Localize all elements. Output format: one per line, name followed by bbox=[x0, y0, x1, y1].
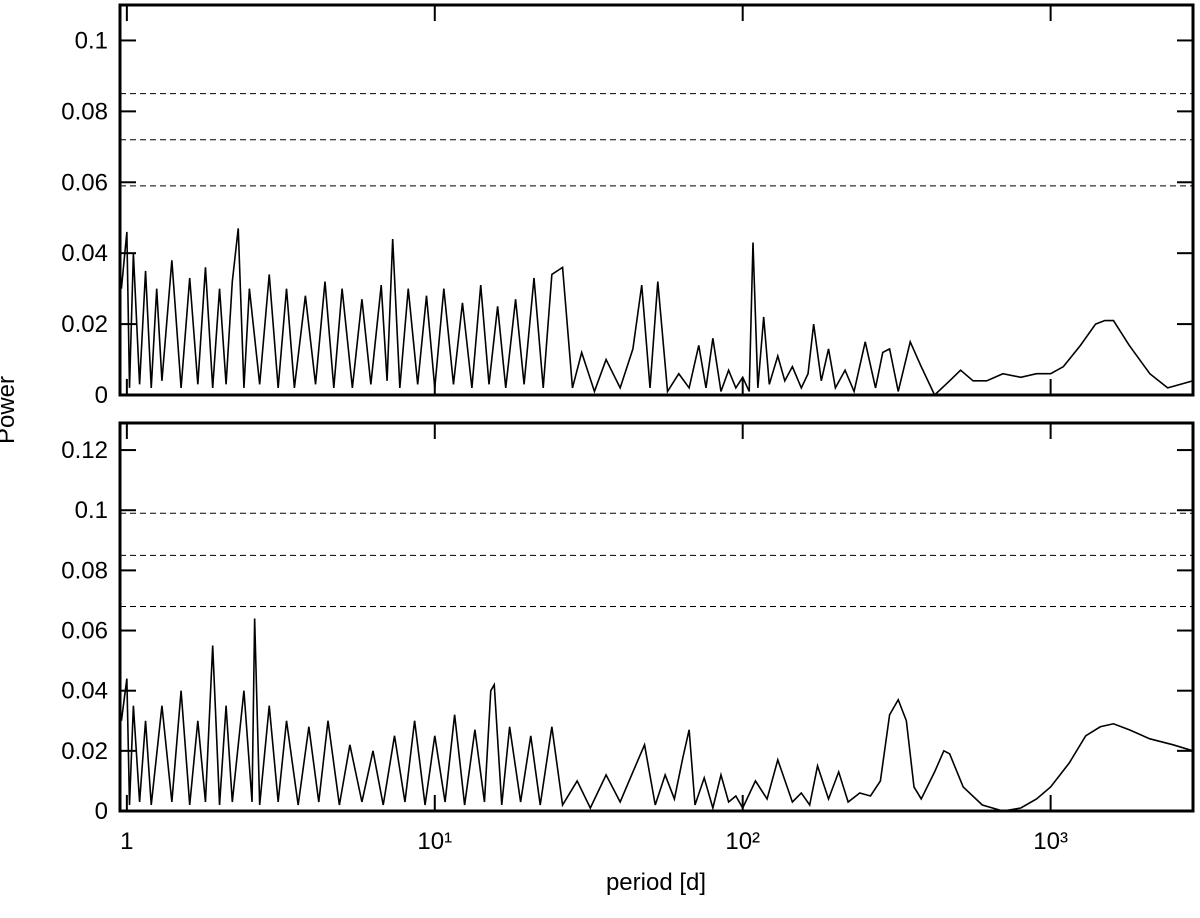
y-tick-label: 0.04 bbox=[61, 240, 108, 267]
plot-frame bbox=[118, 421, 1195, 813]
y-tick-label: 0 bbox=[95, 798, 108, 825]
y-tick-label: 0.1 bbox=[75, 497, 108, 524]
y-tick-label: 0 bbox=[95, 382, 108, 409]
y-tick-label: 0.1 bbox=[75, 27, 108, 54]
x-axis-label: period [d] bbox=[606, 869, 706, 896]
y-tick-label: 0.06 bbox=[61, 169, 108, 196]
plot-frame bbox=[118, 3, 1195, 397]
y-tick-label: 0.02 bbox=[61, 738, 108, 765]
y-tick-label: 0.04 bbox=[61, 678, 108, 705]
y-axis-label: Power bbox=[0, 376, 20, 444]
y-tick-label: 0.12 bbox=[61, 437, 108, 464]
x-tick-label: 10¹ bbox=[417, 828, 452, 855]
x-tick-label: 1 bbox=[120, 828, 133, 855]
y-tick-label: 0.06 bbox=[61, 618, 108, 645]
y-tick-label: 0.08 bbox=[61, 98, 108, 125]
x-tick-label: 10³ bbox=[1033, 828, 1068, 855]
x-tick-label: 10² bbox=[725, 828, 760, 855]
power-line bbox=[120, 228, 1193, 395]
y-tick-label: 0.08 bbox=[61, 557, 108, 584]
y-tick-label: 0.02 bbox=[61, 311, 108, 338]
power-line bbox=[120, 618, 1193, 811]
